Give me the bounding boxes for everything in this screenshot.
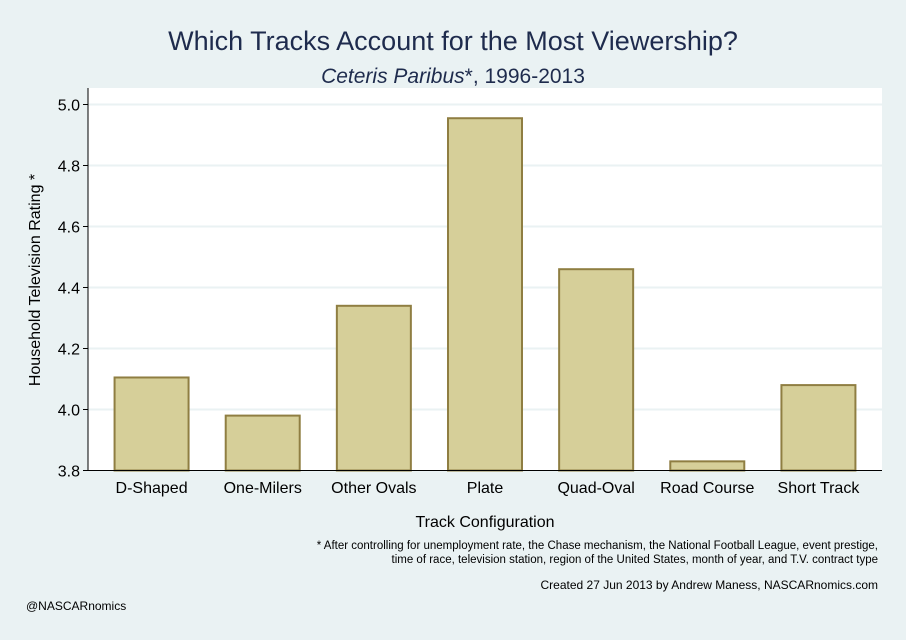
chart-title: Which Tracks Account for the Most Viewer… [168, 26, 738, 56]
twitter-handle: @NASCARnomics [26, 599, 126, 613]
created-credit: Created 27 Jun 2013 by Andrew Maness, NA… [541, 578, 879, 592]
bar-short-track [780, 384, 857, 472]
y-tick-label: 4.8 [58, 159, 80, 176]
bar-d-shaped [113, 376, 190, 472]
y-tick-label: 4.2 [58, 342, 80, 359]
x-ticks: D-Shaped One-Milers Other Ovals Plate Quad-O… [116, 480, 861, 497]
x-axis-title: Track Configuration [415, 514, 554, 531]
y-tick-label: 3.8 [58, 464, 80, 481]
chart-subtitle-italic: Ceteris Paribus [321, 65, 465, 88]
x-tick-label: Quad-Oval [557, 480, 634, 497]
bar-other-ovals [335, 304, 412, 472]
footnote-line-1: * After controlling for unemployment rat… [317, 540, 878, 552]
chart-subtitle-rest: *, 1996-2013 [465, 65, 585, 88]
y-tick-label: 4.4 [58, 281, 80, 298]
x-tick-label: D-Shaped [116, 480, 188, 497]
bar-road-course [669, 460, 746, 472]
x-tick-label: Other Ovals [331, 480, 416, 497]
bar-plate [447, 117, 523, 472]
footnote-line-2: time of race, television station, region… [392, 554, 878, 566]
x-tick-label: Short Track [778, 480, 861, 497]
bar-quad-oval [558, 268, 635, 472]
y-tick-label: 4.0 [58, 403, 80, 420]
y-tick-label: 4.6 [58, 220, 80, 237]
y-tick-label: 5.0 [58, 98, 80, 115]
x-tick-label: One-Milers [224, 480, 302, 497]
x-tick-label: Road Course [660, 480, 754, 497]
y-axis-title: Household Television Rating * [27, 174, 44, 386]
bars [113, 117, 857, 472]
x-tick-label: Plate [467, 480, 504, 497]
bar-one-milers [224, 414, 301, 472]
y-ticks: 3.8 4.0 4.2 4.4 4.6 4.8 5.0 [58, 98, 88, 481]
chart-subtitle: Ceteris Paribus*, 1996-2013 [321, 65, 585, 88]
